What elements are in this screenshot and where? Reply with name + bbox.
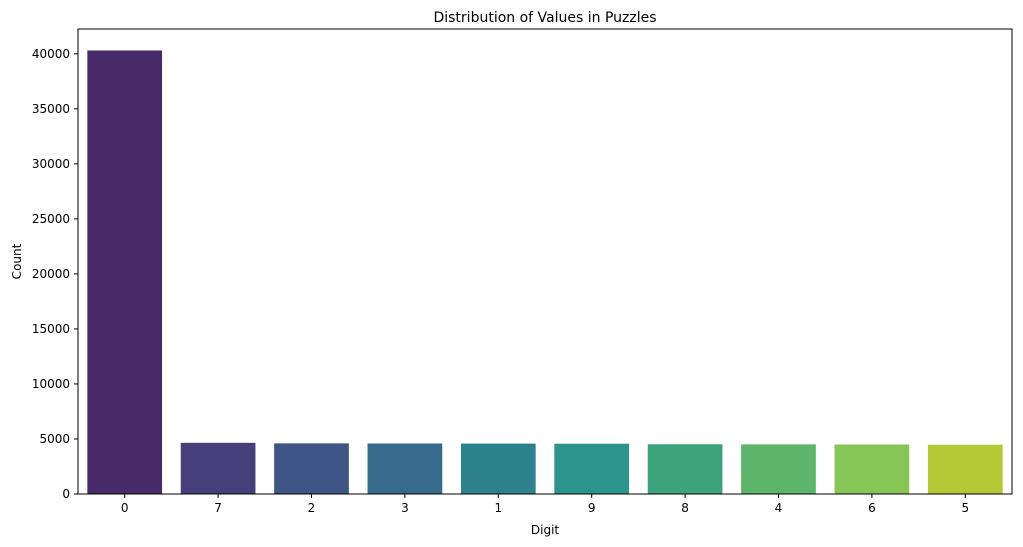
bar-digit-3 xyxy=(367,443,443,494)
x-axis-label: Digit xyxy=(531,523,560,537)
y-axis-label: Count xyxy=(10,243,24,279)
x-tick-label: 1 xyxy=(494,501,502,515)
y-tick-label: 30000 xyxy=(32,157,70,171)
bar-digit-0 xyxy=(87,50,163,494)
y-tick-label: 20000 xyxy=(32,267,70,281)
bar-digit-7 xyxy=(180,442,256,494)
bars-layer xyxy=(87,50,1003,494)
x-tick-label: 8 xyxy=(681,501,689,515)
x-axis-ticks: 0 7 2 3 1 9 8 4 6 5 xyxy=(121,494,969,515)
x-tick-label: 3 xyxy=(401,501,409,515)
x-tick-label: 9 xyxy=(588,501,596,515)
y-tick-label: 0 xyxy=(62,487,70,501)
plot-frame xyxy=(77,28,1013,495)
y-tick-label: 10000 xyxy=(32,377,70,391)
bar-digit-2 xyxy=(274,443,349,494)
bar-digit-1 xyxy=(460,443,536,494)
bar-digit-8 xyxy=(647,444,723,494)
x-tick-label: 4 xyxy=(775,501,783,515)
x-tick-label: 7 xyxy=(214,501,222,515)
y-tick-label: 5000 xyxy=(39,432,70,446)
x-tick-label: 2 xyxy=(308,501,316,515)
bar-digit-9 xyxy=(554,443,630,494)
y-axis-ticks: 0 5000 10000 15000 20000 25000 30000 35000 40000 xyxy=(32,47,78,501)
x-tick-label: 0 xyxy=(121,501,129,515)
y-tick-label: 35000 xyxy=(32,102,70,116)
y-tick-label: 25000 xyxy=(32,212,70,226)
bar-digit-4 xyxy=(741,444,816,494)
x-tick-label: 6 xyxy=(868,501,876,515)
bar-digit-6 xyxy=(834,444,910,494)
y-tick-label: 40000 xyxy=(32,47,70,61)
chart-title: Distribution of Values in Puzzles xyxy=(433,10,656,26)
y-tick-label: 15000 xyxy=(32,322,70,336)
bar-digit-5 xyxy=(927,444,1003,494)
x-tick-label: 5 xyxy=(961,501,969,515)
